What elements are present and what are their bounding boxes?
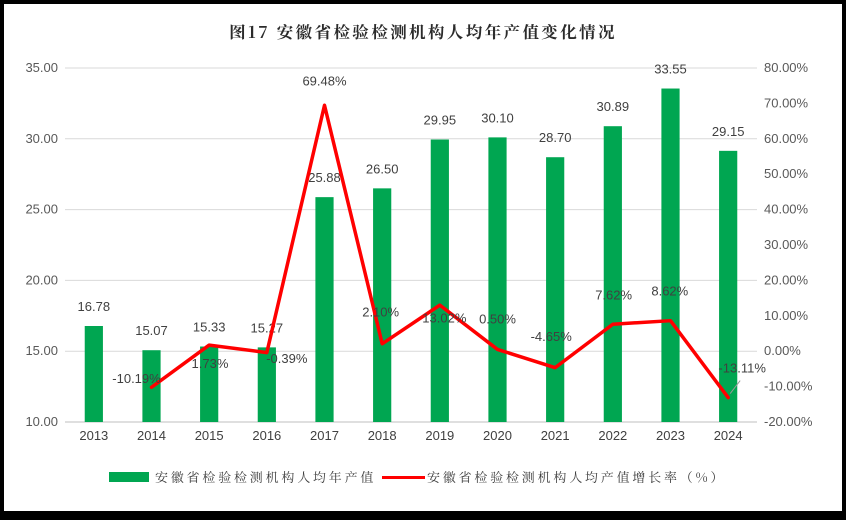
svg-text:30.00%: 30.00% — [764, 237, 809, 252]
svg-text:25.88: 25.88 — [308, 170, 341, 185]
svg-text:1.73%: 1.73% — [192, 356, 229, 371]
svg-text:13.02%: 13.02% — [422, 311, 467, 326]
svg-text:2017: 2017 — [310, 428, 339, 443]
svg-text:29.15: 29.15 — [712, 124, 745, 139]
svg-text:-10.19%: -10.19% — [112, 371, 161, 386]
svg-text:10.00%: 10.00% — [764, 308, 809, 323]
svg-text:0.00%: 0.00% — [764, 343, 801, 358]
svg-text:7.62%: 7.62% — [595, 288, 632, 303]
svg-text:16.78: 16.78 — [78, 299, 111, 314]
svg-text:0.50%: 0.50% — [479, 312, 516, 327]
svg-text:15.33: 15.33 — [193, 320, 226, 335]
svg-text:10.00: 10.00 — [25, 414, 58, 429]
svg-text:2016: 2016 — [252, 428, 281, 443]
svg-text:2013: 2013 — [79, 428, 108, 443]
svg-text:2015: 2015 — [195, 428, 224, 443]
svg-text:-20.00%: -20.00% — [764, 414, 813, 429]
svg-text:25.00: 25.00 — [25, 202, 58, 217]
svg-text:28.70: 28.70 — [539, 130, 572, 145]
svg-text:20.00: 20.00 — [25, 272, 58, 287]
svg-text:30.10: 30.10 — [481, 110, 514, 125]
svg-text:29.95: 29.95 — [424, 113, 457, 128]
svg-text:15.07: 15.07 — [135, 323, 168, 338]
svg-text:70.00%: 70.00% — [764, 95, 809, 110]
svg-text:8.62%: 8.62% — [651, 283, 688, 298]
svg-text:15.00: 15.00 — [25, 343, 58, 358]
svg-text:-4.65%: -4.65% — [531, 329, 573, 344]
svg-text:2014: 2014 — [137, 428, 166, 443]
svg-text:2023: 2023 — [656, 428, 685, 443]
svg-text:80.00%: 80.00% — [764, 60, 809, 75]
svg-text:60.00%: 60.00% — [764, 131, 809, 146]
svg-text:-13.11%: -13.11% — [718, 361, 766, 376]
svg-text:20.00%: 20.00% — [764, 272, 809, 287]
svg-text:2024: 2024 — [714, 428, 743, 443]
svg-text:26.50: 26.50 — [366, 161, 399, 176]
svg-text:33.55: 33.55 — [654, 62, 687, 77]
svg-text:30.00: 30.00 — [25, 131, 58, 146]
svg-text:40.00%: 40.00% — [764, 202, 809, 217]
svg-text:-10.00%: -10.00% — [764, 379, 813, 394]
svg-text:2.10%: 2.10% — [362, 305, 399, 320]
svg-text:69.48%: 69.48% — [302, 74, 347, 89]
svg-text:-0.39%: -0.39% — [266, 351, 308, 366]
svg-text:30.89: 30.89 — [597, 99, 630, 114]
svg-text:2022: 2022 — [598, 428, 627, 443]
svg-text:2021: 2021 — [541, 428, 570, 443]
svg-text:35.00: 35.00 — [25, 60, 58, 75]
svg-text:50.00%: 50.00% — [764, 166, 809, 181]
svg-text:2020: 2020 — [483, 428, 512, 443]
svg-text:15.27: 15.27 — [251, 320, 284, 335]
svg-text:2018: 2018 — [368, 428, 397, 443]
svg-text:2019: 2019 — [425, 428, 454, 443]
